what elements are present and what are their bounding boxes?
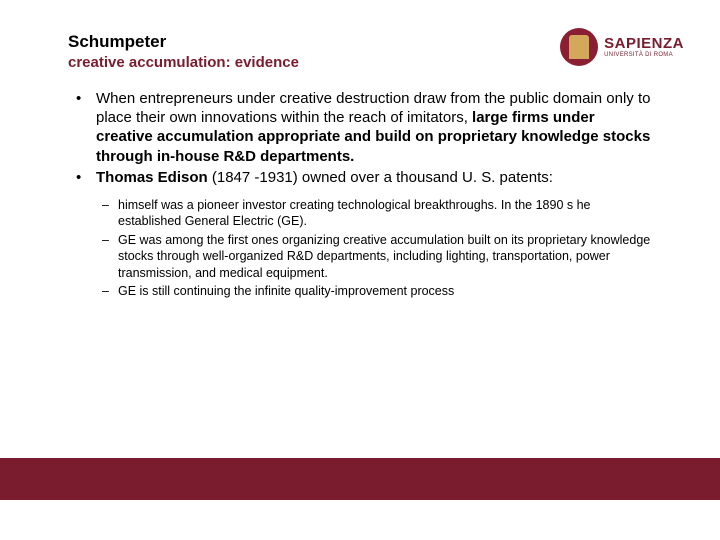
bullet-item: When entrepreneurs under creative destru… [68,89,652,166]
bullet-text-bold: Thomas Edison [96,169,208,186]
logo-main-text: SAPIENZA [604,36,684,51]
sub-bullet-text: GE was among the first ones organizing c… [118,233,650,280]
sub-bullet-list: himself was a pioneer investor creating … [68,197,652,300]
bullet-item: Thomas Edison (1847 -1931) owned over a … [68,168,652,187]
sub-bullet-text: himself was a pioneer investor creating … [118,198,591,229]
main-bullet-list: When entrepreneurs under creative destru… [68,89,652,187]
sub-bullet-text: GE is still continuing the infinite qual… [118,284,454,298]
sub-bullet-item: GE is still continuing the infinite qual… [96,283,652,300]
sub-bullet-item: GE was among the first ones organizing c… [96,232,652,282]
logo-sub-text: UNIVERSITÀ DI ROMA [604,52,684,58]
slide: Schumpeter creative accumulation: eviden… [0,0,720,540]
bullet-text: (1847 -1931) owned over a thousand U. S.… [208,169,553,186]
slide-content: When entrepreneurs under creative destru… [0,71,720,300]
sub-bullet-item: himself was a pioneer investor creating … [96,197,652,230]
footer-bar [0,458,720,500]
logo-text: SAPIENZA UNIVERSITÀ DI ROMA [604,36,684,58]
university-logo: SAPIENZA UNIVERSITÀ DI ROMA [560,28,684,66]
logo-seal-icon [560,28,598,66]
slide-header: Schumpeter creative accumulation: eviden… [0,0,720,71]
